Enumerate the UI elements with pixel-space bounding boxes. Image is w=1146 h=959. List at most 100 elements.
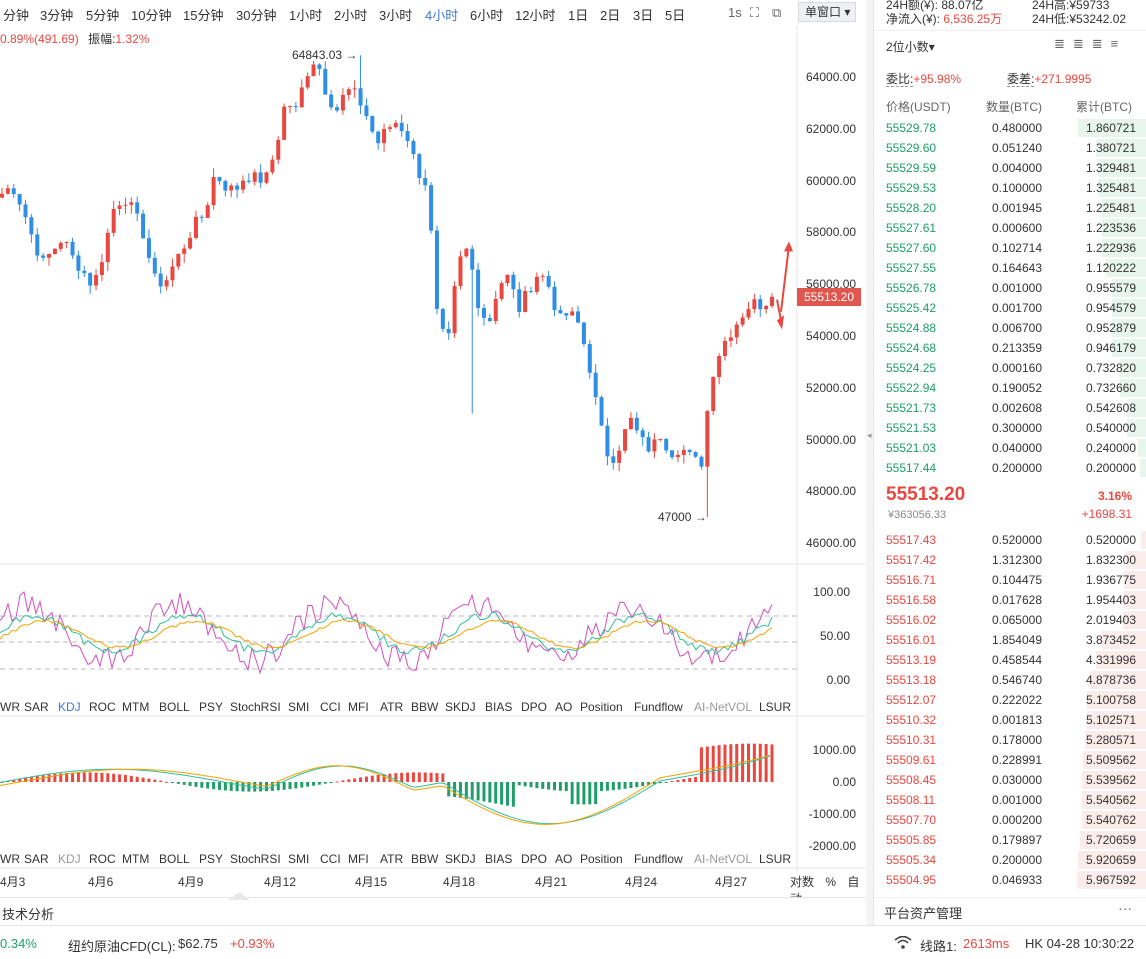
indicator-tab-mfi[interactable]: MFI [348, 852, 369, 866]
timeframe-10[interactable]: 6小时 [470, 8, 504, 23]
window-mode-select[interactable]: 单窗口 ▾ [798, 2, 856, 22]
collapse-handle[interactable] [228, 892, 250, 900]
bid-row[interactable]: 55516.01 1.854049 3.873452 [874, 630, 1146, 650]
bid-row[interactable]: 55516.02 0.065000 2.019403 [874, 610, 1146, 630]
indicator-tab-ao[interactable]: AO [555, 852, 573, 866]
chart-area[interactable]: 0.89%(491.69) 振幅:1.32% 64843.03 → 47000 →… [0, 26, 866, 906]
indicator-tab-stochrsi[interactable]: StochRSI [230, 700, 281, 714]
bid-row[interactable]: 55507.70 0.000200 5.540762 [874, 810, 1146, 830]
popout-icon[interactable]: ⧉ [772, 5, 782, 20]
ask-row[interactable]: 55517.44 0.200000 0.200000 [874, 458, 1146, 478]
bid-row[interactable]: 55513.18 0.546740 4.878736 [874, 670, 1146, 690]
indicator-tab-position[interactable]: Position [580, 700, 623, 714]
indicator-tab-position[interactable]: Position [580, 852, 623, 866]
collapse-right-icon[interactable]: ◂ [867, 430, 872, 440]
ask-row[interactable]: 55524.68 0.213359 0.946179 [874, 338, 1146, 358]
ask-row[interactable]: 55521.53 0.300000 0.540000 [874, 418, 1146, 438]
indicator-tab-fundflow[interactable]: Fundflow [634, 700, 683, 714]
ask-row[interactable]: 55529.53 0.100000 1.325481 [874, 178, 1146, 198]
indicator-tab-kdj[interactable]: KDJ [58, 852, 81, 866]
indicator-tab-fundflow[interactable]: Fundflow [634, 852, 683, 866]
timeframe-6[interactable]: 1小时 [289, 8, 323, 23]
tech-analysis-label[interactable]: 技术分析 [2, 907, 55, 922]
ask-row[interactable]: 55527.55 0.164643 1.120222 [874, 258, 1146, 278]
bid-row[interactable]: 55510.32 0.001813 5.102571 [874, 710, 1146, 730]
timeframe-11[interactable]: 12小时 [515, 8, 556, 23]
indicator-tab-atr[interactable]: ATR [380, 852, 404, 866]
decimals-select[interactable]: 2位小数▾ [886, 40, 935, 54]
timeframe-15[interactable]: 5日 [665, 8, 686, 23]
indicator-tab-cci[interactable]: CCI [320, 852, 341, 866]
ask-row[interactable]: 55522.94 0.190052 0.732660 [874, 378, 1146, 398]
fullscreen-icon[interactable]: ⛶ [750, 5, 760, 20]
timeframe-4[interactable]: 15分钟 [183, 8, 224, 23]
timeframe-1[interactable]: 3分钟 [40, 8, 74, 23]
indicator-tab-bias[interactable]: BIAS [485, 852, 513, 866]
indicator-tab-bbw[interactable]: BBW [411, 852, 439, 866]
bid-row[interactable]: 55508.45 0.030000 5.539562 [874, 770, 1146, 790]
indicator-tab-atr[interactable]: ATR [380, 700, 404, 714]
indicator-tab-sar[interactable]: SAR [24, 700, 49, 714]
bid-row[interactable]: 55509.61 0.228991 5.509562 [874, 750, 1146, 770]
timeframe-9[interactable]: 4小时 [425, 8, 459, 23]
timeframe-13[interactable]: 2日 [600, 8, 621, 23]
timeframe-5[interactable]: 30分钟 [236, 8, 277, 23]
indicator-tab-bias[interactable]: BIAS [485, 700, 513, 714]
bid-row[interactable]: 55517.43 0.520000 0.520000 [874, 530, 1146, 550]
indicator-tab-lsur[interactable]: LSUR [759, 852, 792, 866]
indicator-tab-ai-netvol[interactable]: AI-NetVOL [694, 852, 753, 866]
indicator-tab-dpo[interactable]: DPO [521, 852, 548, 866]
bid-row[interactable]: 55517.42 1.312300 1.832300 [874, 550, 1146, 570]
indicator-tab-mtm[interactable]: MTM [122, 852, 150, 866]
indicator-tab-sar[interactable]: SAR [24, 852, 49, 866]
indicator-tab-ai-netvol[interactable]: AI-NetVOL [694, 700, 753, 714]
ask-row[interactable]: 55525.42 0.001700 0.954579 [874, 298, 1146, 318]
indicator-tab-kdj[interactable]: KDJ [58, 700, 81, 714]
indicator-tab-roc[interactable]: ROC [89, 852, 116, 866]
timeframe-2[interactable]: 5分钟 [86, 8, 120, 23]
indicator-tab-stochrsi[interactable]: StochRSI [230, 852, 281, 866]
ask-row[interactable]: 55527.60 0.102714 1.222936 [874, 238, 1146, 258]
timeframe-12[interactable]: 1日 [568, 8, 589, 23]
bid-row[interactable]: 55505.85 0.179897 5.720659 [874, 830, 1146, 850]
bid-row[interactable]: 55510.31 0.178000 5.280571 [874, 730, 1146, 750]
indicator-tab-mtm[interactable]: MTM [122, 700, 150, 714]
panel-splitter[interactable]: ◂ [866, 0, 873, 925]
indicator-tab-cci[interactable]: CCI [320, 700, 341, 714]
indicator-tab-roc[interactable]: ROC [89, 700, 116, 714]
bid-row[interactable]: 55512.07 0.222022 5.100758 [874, 690, 1146, 710]
timeframe-8[interactable]: 3小时 [379, 8, 413, 23]
bid-row[interactable]: 55505.34 0.200000 5.920659 [874, 850, 1146, 870]
timeframe-0[interactable]: 分钟 [3, 8, 30, 23]
ask-row[interactable]: 55521.73 0.002608 0.542608 [874, 398, 1146, 418]
indicator-tab-mfi[interactable]: MFI [348, 700, 369, 714]
bid-row[interactable]: 55513.19 0.458544 4.331996 [874, 650, 1146, 670]
ask-row[interactable]: 55529.59 0.004000 1.329481 [874, 158, 1146, 178]
ask-row[interactable]: 55529.60 0.051240 1.380721 [874, 138, 1146, 158]
indicator-tab-bbw[interactable]: BBW [411, 700, 439, 714]
route-label[interactable]: 线路1: [920, 939, 957, 954]
ask-row[interactable]: 55521.03 0.040000 0.240000 [874, 438, 1146, 458]
timeframe-7[interactable]: 2小时 [334, 8, 368, 23]
indicator-tab-boll[interactable]: BOLL [159, 852, 190, 866]
indicator-tab-smi[interactable]: SMI [288, 852, 310, 866]
indicator-tab-wr[interactable]: WR [0, 852, 20, 866]
indicator-tab-psy[interactable]: PSY [199, 700, 224, 714]
indicator-tab-skdj[interactable]: SKDJ [445, 852, 476, 866]
interval-label[interactable]: 1s [728, 5, 742, 20]
chart-svg[interactable]: 64843.03 → 47000 → [0, 26, 866, 871]
bid-row[interactable]: 55504.95 0.046933 5.967592 [874, 870, 1146, 890]
indicator-tab-dpo[interactable]: DPO [521, 700, 548, 714]
ask-row[interactable]: 55524.88 0.006700 0.952879 [874, 318, 1146, 338]
ask-row[interactable]: 55527.61 0.000600 1.223536 [874, 218, 1146, 238]
indicator-tab-lsur[interactable]: LSUR [759, 700, 792, 714]
percent-toggle[interactable]: % [825, 875, 837, 889]
indicator-tab-ao[interactable]: AO [555, 700, 573, 714]
asset-mgmt-label[interactable]: 平台资产管理 [884, 906, 963, 921]
ticker-name[interactable]: 纽约原油CFD(CL): [68, 939, 176, 954]
timeframe-3[interactable]: 10分钟 [131, 8, 172, 23]
ob-view-icons[interactable]: ≣≣≣≡ [1054, 36, 1127, 51]
timeframe-14[interactable]: 3日 [633, 8, 654, 23]
indicator-tab-wr[interactable]: WR [0, 700, 20, 714]
indicator-tab-skdj[interactable]: SKDJ [445, 700, 476, 714]
